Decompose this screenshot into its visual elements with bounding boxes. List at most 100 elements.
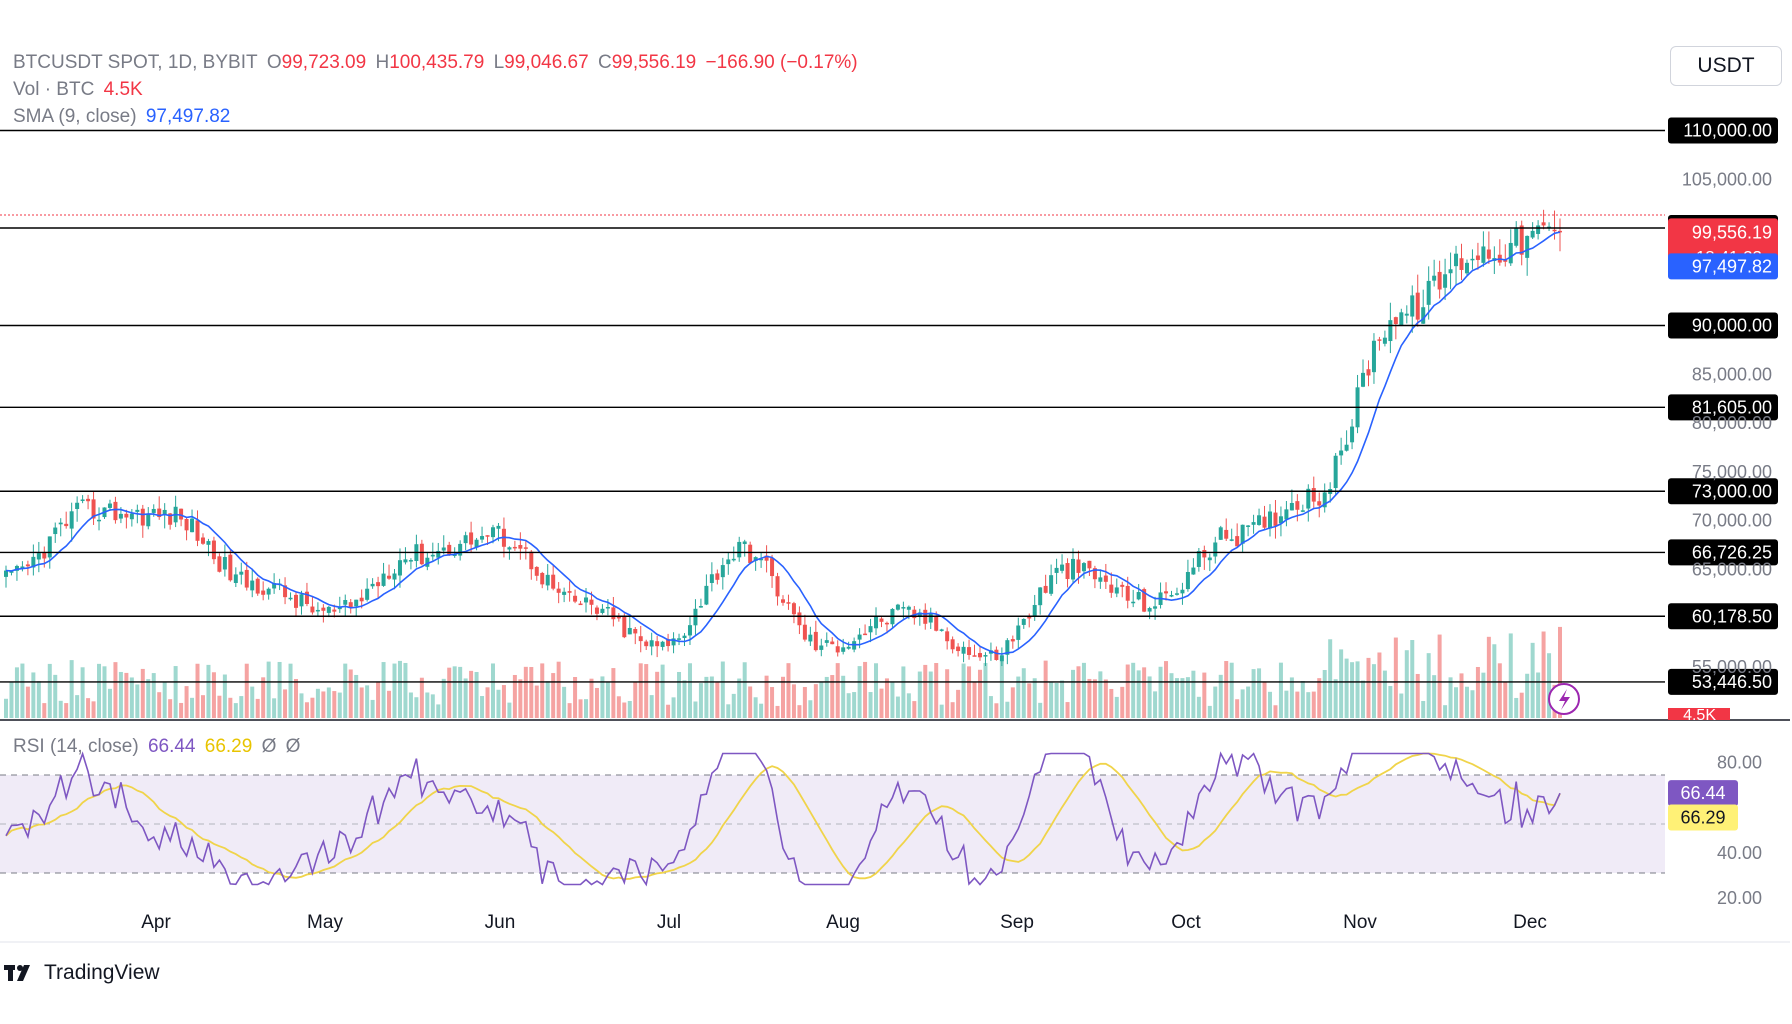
volume-bar [731, 693, 736, 718]
volume-bar [1328, 639, 1333, 718]
candle [928, 607, 933, 629]
candle [1454, 245, 1459, 285]
volume-bar [934, 663, 939, 718]
candle [573, 589, 578, 604]
volume-bar [879, 688, 884, 718]
volume-bar [1054, 682, 1059, 718]
volume-bar [1158, 666, 1163, 718]
horizontal-level[interactable]: 53,446.50 [0, 668, 1778, 695]
candle [786, 594, 791, 610]
volume-bar [802, 686, 807, 718]
rsi-tick: 20.00 [1717, 888, 1762, 908]
candle [1393, 316, 1398, 340]
candle [1235, 523, 1240, 547]
level-tag: 73,000.00 [1692, 481, 1772, 501]
candle [939, 628, 944, 632]
volume-bar [901, 666, 906, 718]
candle [1087, 560, 1092, 577]
volume-bar [348, 669, 353, 718]
volume-tag [1668, 708, 1730, 720]
volume-bar [1508, 633, 1513, 718]
volume-bar [1125, 664, 1130, 718]
volume-bar [1071, 669, 1076, 718]
candle [1289, 489, 1294, 511]
horizontal-level[interactable]: 60,178.50 [0, 603, 1778, 630]
candle [1443, 258, 1448, 300]
candle [4, 565, 8, 588]
candle [490, 524, 495, 544]
volume-bar [47, 663, 52, 718]
horizontal-level[interactable]: 110,000.00 [0, 117, 1778, 144]
volume-bar [452, 666, 457, 718]
candle [1224, 518, 1229, 542]
candle [250, 568, 255, 598]
volume-label: Vol · BTC [13, 79, 95, 100]
volume-bar [69, 660, 74, 718]
rsi-value: 66.44 [147, 736, 196, 757]
volume-bar [1153, 691, 1158, 718]
candle [1382, 330, 1387, 347]
volume-bar [211, 672, 216, 718]
currency-unit-button[interactable]: USDT [1670, 46, 1782, 86]
candle [14, 564, 19, 581]
volume-bar [1147, 676, 1152, 718]
volume-bar [737, 678, 742, 718]
volume-bar [1207, 705, 1212, 718]
volume-bar [53, 674, 58, 718]
volume-bar [775, 705, 780, 718]
candle [512, 540, 517, 551]
volume-bar [1355, 661, 1360, 718]
candle [299, 590, 304, 615]
candle [1415, 274, 1420, 327]
tradingview-logo[interactable]: TradingView [4, 958, 160, 988]
candle [1322, 483, 1327, 513]
horizontal-level[interactable]: 90,000.00 [0, 312, 1778, 339]
horizontal-level[interactable]: 81,605.00 [0, 394, 1778, 421]
candle [206, 538, 211, 557]
volume-bar [715, 682, 720, 718]
volume-bar [337, 692, 342, 718]
volume-bar [1284, 690, 1289, 718]
candle [983, 652, 988, 666]
time-axis[interactable]: Apr May Jun Jul Aug Sep Oct Nov Dec [141, 912, 1547, 933]
volume-bar [102, 666, 107, 718]
horizontal-level[interactable]: 66,726.25 [0, 539, 1778, 566]
candle [217, 553, 222, 573]
price-axis[interactable]: 105,000.00 85,000.00 80,000.00 75,000.00 70,… [1682, 169, 1772, 908]
volume-bar [923, 664, 928, 718]
candle [518, 532, 523, 560]
alert-icon[interactable] [1548, 683, 1580, 715]
close-value: 99,556.19 [611, 52, 697, 73]
volume-bar [884, 678, 889, 718]
volume-bar [222, 674, 227, 718]
candle [830, 637, 835, 645]
volume-bar [835, 663, 840, 718]
rsi-extra-2: Ø [285, 736, 301, 757]
candle [715, 569, 720, 585]
volume-bar [1547, 653, 1552, 718]
candle [91, 491, 96, 525]
candle [1503, 244, 1508, 267]
volume-bar [447, 667, 452, 718]
candle [1229, 528, 1234, 542]
candle [917, 608, 922, 626]
candle [179, 508, 184, 527]
candle [436, 542, 441, 565]
volume-bar [1273, 705, 1278, 718]
horizontal-level[interactable]: 73,000.00 [0, 478, 1778, 505]
candle [1207, 553, 1212, 572]
volume-bar [1005, 701, 1010, 718]
candle [1361, 359, 1366, 388]
horizontal-levels[interactable]: 110,000.00100,000.0090,000.0081,605.0073… [0, 117, 1778, 695]
change-value: −166.90 (−0.17%) [705, 52, 858, 73]
candle [1459, 243, 1464, 281]
volume-bar [677, 671, 682, 718]
candle [1317, 492, 1322, 518]
volume-bar [299, 693, 304, 718]
volume-bar [1174, 678, 1179, 718]
volume-bar [770, 687, 775, 718]
level-tag: 66,726.25 [1692, 542, 1772, 562]
volume-bar [1311, 691, 1316, 718]
volume-bar [179, 702, 184, 718]
